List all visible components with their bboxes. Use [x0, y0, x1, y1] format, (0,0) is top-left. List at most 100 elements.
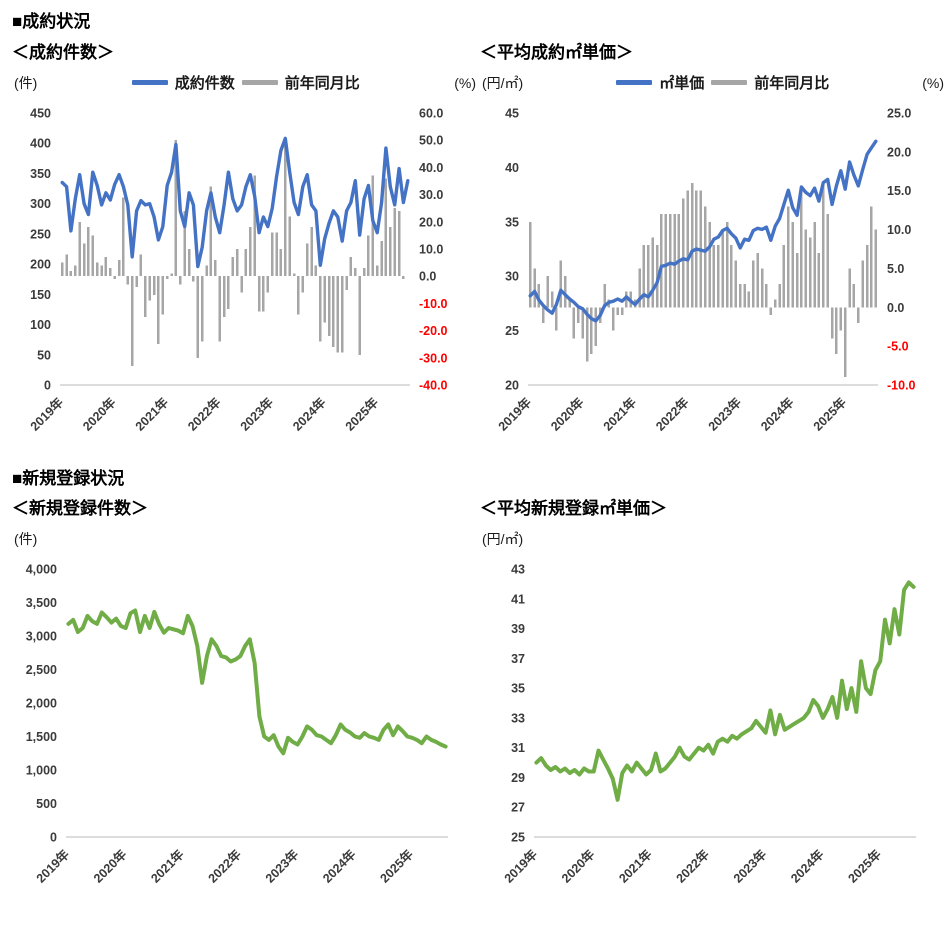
svg-text:60.0: 60.0: [419, 106, 443, 120]
svg-text:2022年: 2022年: [185, 394, 224, 433]
svg-text:2024年: 2024年: [320, 846, 359, 885]
chart-title-contract-unit-price: ＜平均成約㎡単価＞: [480, 42, 633, 62]
svg-text:41: 41: [511, 592, 525, 606]
svg-text:4,000: 4,000: [26, 563, 57, 577]
bar-legend-label: 前年同月比: [284, 75, 360, 93]
svg-text:2020年: 2020年: [558, 846, 597, 885]
svg-text:2021年: 2021年: [148, 846, 187, 885]
svg-text:2022年: 2022年: [653, 394, 692, 433]
svg-text:25: 25: [505, 324, 519, 338]
left-axis-unit-label: (件): [14, 531, 38, 548]
svg-text:20.0: 20.0: [419, 215, 443, 229]
svg-text:200: 200: [30, 257, 51, 271]
svg-text:39: 39: [511, 622, 525, 636]
chart-block-new-listing-count: ＜新規登録件数＞ (件) 0 500 1,000 1,500 2,000 2,500 3,0…: [10, 490, 478, 897]
svg-text:2025年: 2025年: [845, 846, 884, 885]
legend: 成約件数 前年同月比: [131, 72, 360, 93]
svg-text:10.0: 10.0: [419, 242, 443, 256]
svg-text:0: 0: [44, 378, 51, 392]
svg-text:100: 100: [30, 318, 51, 332]
svg-text:20.0: 20.0: [887, 145, 911, 159]
left-axis-unit-label: (円/㎡): [482, 531, 524, 548]
svg-text:30: 30: [505, 269, 519, 283]
svg-text:0: 0: [50, 831, 57, 845]
svg-text:2024年: 2024年: [290, 394, 329, 433]
svg-text:2019年: 2019年: [33, 846, 72, 885]
svg-text:2024年: 2024年: [758, 394, 797, 433]
svg-text:2021年: 2021年: [600, 394, 639, 433]
svg-text:450: 450: [30, 106, 51, 120]
svg-text:2020年: 2020年: [548, 394, 587, 433]
svg-text:40.0: 40.0: [419, 160, 443, 174]
svg-text:40: 40: [505, 160, 519, 174]
svg-text:45: 45: [505, 106, 519, 120]
bar-legend-swatch: [711, 80, 748, 86]
svg-text:250: 250: [30, 227, 51, 241]
svg-text:350: 350: [30, 167, 51, 181]
svg-text:2022年: 2022年: [205, 846, 244, 885]
svg-text:43: 43: [511, 563, 525, 577]
svg-text:2019年: 2019年: [495, 394, 534, 433]
line-legend-swatch: [616, 80, 653, 86]
chart-title-new-listing-unit-price: ＜平均新規登録㎡単価＞: [480, 499, 667, 519]
svg-text:-10.0: -10.0: [419, 296, 448, 310]
svg-text:2025年: 2025年: [377, 846, 416, 885]
left-axis-unit-label: (円/㎡): [482, 74, 524, 91]
svg-text:2024年: 2024年: [788, 846, 827, 885]
chart-meta-contract-unit-price: (円/㎡) ㎡単価 前年同月比 (%): [478, 67, 946, 99]
contract-count-chart: 0 50 100 150 200 250 300 350 400 450 -40.0 -30.0 -20…: [27, 106, 448, 433]
right-axis-unit-label: (%): [922, 74, 944, 91]
line-legend-label: ㎡単価: [659, 75, 705, 93]
svg-text:150: 150: [30, 287, 51, 301]
svg-text:2,000: 2,000: [26, 697, 57, 711]
svg-text:25: 25: [511, 831, 525, 845]
svg-text:2022年: 2022年: [673, 846, 712, 885]
svg-text:400: 400: [30, 136, 51, 150]
svg-text:31: 31: [511, 741, 525, 755]
svg-text:500: 500: [36, 797, 57, 811]
chart-block-contract-unit-price: ＜平均成約㎡単価＞ (円/㎡) ㎡単価 前年同月比 (%) 20 25 30 35 40…: [478, 34, 946, 451]
new-listings-charts-row: ＜新規登録件数＞ (件) 0 500 1,000 1,500 2,000 2,500 3,0…: [10, 490, 948, 897]
svg-text:50.0: 50.0: [419, 133, 443, 147]
svg-text:2020年: 2020年: [80, 394, 119, 433]
svg-text:35: 35: [511, 682, 525, 696]
chart-meta-new-listing-unit-price: (円/㎡): [478, 523, 946, 555]
svg-text:-40.0: -40.0: [419, 378, 448, 392]
svg-text:1,000: 1,000: [26, 764, 57, 778]
section-title-new-listings: ■新規登録状況: [12, 468, 125, 488]
chart-block-new-listing-unit-price: ＜平均新規登録㎡単価＞ (円/㎡) 25 27 29 31 33 35 37 39 41 43 20…: [478, 490, 946, 897]
bar-legend-swatch: [241, 80, 278, 86]
svg-text:-10.0: -10.0: [887, 378, 916, 392]
svg-text:33: 33: [511, 712, 525, 726]
svg-text:-30.0: -30.0: [419, 351, 448, 365]
svg-text:2021年: 2021年: [616, 846, 655, 885]
svg-text:-5.0: -5.0: [887, 339, 909, 353]
svg-text:2023年: 2023年: [262, 846, 301, 885]
chart-meta-new-listing-count: (件): [10, 523, 478, 555]
svg-text:2,500: 2,500: [26, 663, 57, 677]
svg-text:50: 50: [37, 348, 51, 362]
contract-unit-price-chart: 20 25 30 35 40 45 -10.0 -5.0 0.0 5.0 10.0 15.0 20.0 2…: [495, 106, 916, 433]
svg-text:2023年: 2023年: [730, 846, 769, 885]
svg-text:2020年: 2020年: [90, 846, 129, 885]
svg-text:2019年: 2019年: [501, 846, 540, 885]
svg-text:0.0: 0.0: [887, 300, 904, 314]
svg-text:2023年: 2023年: [237, 394, 276, 433]
line-legend-swatch: [131, 80, 168, 86]
svg-text:1,500: 1,500: [26, 730, 57, 744]
svg-text:2025年: 2025年: [810, 394, 849, 433]
new-listing-count-chart: 0 500 1,000 1,500 2,000 2,500 3,000 3,500 4,000 2…: [26, 563, 448, 886]
svg-text:10.0: 10.0: [887, 223, 911, 237]
svg-text:2025年: 2025年: [342, 394, 381, 433]
svg-text:0.0: 0.0: [419, 269, 436, 283]
chart-title-contract-count: ＜成約件数＞: [12, 42, 114, 62]
bar-legend-label: 前年同月比: [754, 75, 830, 93]
svg-text:3,500: 3,500: [26, 596, 57, 610]
chart-block-contract-count: ＜成約件数＞ (件) 成約件数 前年同月比 (%) 0 50 100 150 200 25…: [10, 34, 478, 451]
svg-text:15.0: 15.0: [887, 184, 911, 198]
svg-text:27: 27: [511, 801, 525, 815]
legend: ㎡単価 前年同月比: [616, 72, 829, 93]
chart-meta-contract-count: (件) 成約件数 前年同月比 (%): [10, 67, 478, 99]
svg-text:35: 35: [505, 215, 519, 229]
left-axis-unit-label: (件): [14, 74, 38, 91]
